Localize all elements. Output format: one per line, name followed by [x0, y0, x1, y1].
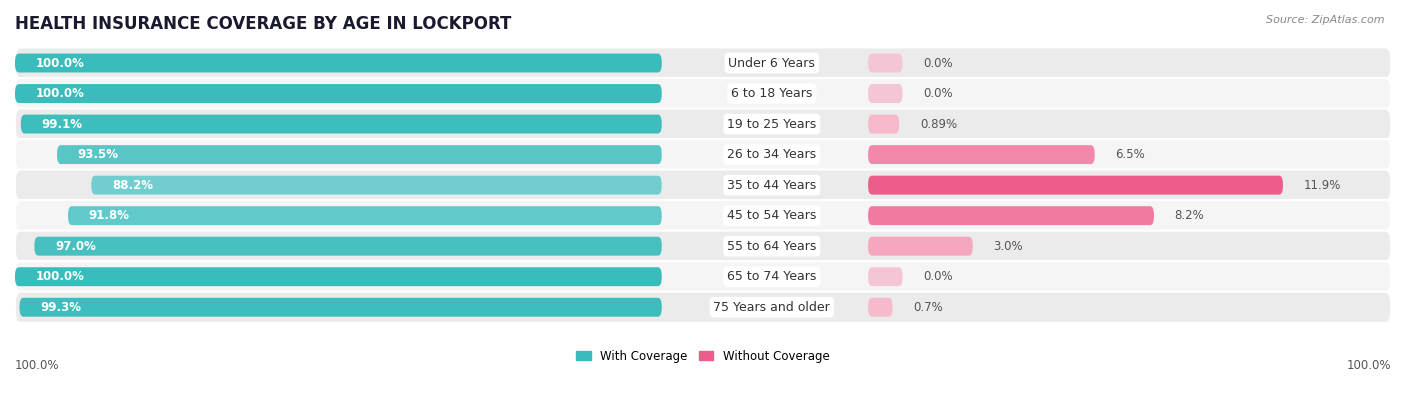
Text: 0.0%: 0.0% — [924, 270, 953, 283]
Text: 35 to 44 Years: 35 to 44 Years — [727, 178, 817, 192]
FancyBboxPatch shape — [15, 54, 662, 73]
Text: 93.5%: 93.5% — [77, 148, 118, 161]
Text: Source: ZipAtlas.com: Source: ZipAtlas.com — [1267, 15, 1385, 24]
Text: 0.0%: 0.0% — [924, 87, 953, 100]
Text: 0.89%: 0.89% — [920, 117, 957, 131]
FancyBboxPatch shape — [34, 237, 662, 256]
Text: 97.0%: 97.0% — [55, 240, 96, 253]
FancyBboxPatch shape — [15, 292, 1391, 323]
FancyBboxPatch shape — [15, 267, 662, 286]
Text: 8.2%: 8.2% — [1174, 209, 1205, 222]
Text: 19 to 25 Years: 19 to 25 Years — [727, 117, 817, 131]
FancyBboxPatch shape — [868, 176, 1282, 195]
FancyBboxPatch shape — [868, 237, 973, 256]
Text: 11.9%: 11.9% — [1303, 178, 1341, 192]
Text: 99.3%: 99.3% — [41, 301, 82, 314]
FancyBboxPatch shape — [91, 176, 662, 195]
Text: 100.0%: 100.0% — [15, 359, 59, 372]
FancyBboxPatch shape — [15, 84, 662, 103]
FancyBboxPatch shape — [15, 231, 1391, 262]
FancyBboxPatch shape — [868, 298, 893, 317]
Text: Under 6 Years: Under 6 Years — [728, 56, 815, 69]
FancyBboxPatch shape — [15, 108, 1391, 139]
Text: 45 to 54 Years: 45 to 54 Years — [727, 209, 817, 222]
Text: 99.1%: 99.1% — [41, 117, 83, 131]
FancyBboxPatch shape — [15, 200, 1391, 231]
Text: 100.0%: 100.0% — [35, 270, 84, 283]
FancyBboxPatch shape — [15, 261, 1391, 292]
Text: 100.0%: 100.0% — [35, 87, 84, 100]
FancyBboxPatch shape — [15, 139, 1391, 170]
Text: 0.7%: 0.7% — [912, 301, 943, 314]
FancyBboxPatch shape — [21, 115, 662, 134]
Text: 91.8%: 91.8% — [89, 209, 129, 222]
FancyBboxPatch shape — [868, 84, 903, 103]
FancyBboxPatch shape — [20, 298, 662, 317]
Text: 26 to 34 Years: 26 to 34 Years — [727, 148, 817, 161]
FancyBboxPatch shape — [67, 206, 662, 225]
Text: 75 Years and older: 75 Years and older — [713, 301, 830, 314]
FancyBboxPatch shape — [15, 170, 1391, 201]
Text: 6.5%: 6.5% — [1115, 148, 1144, 161]
FancyBboxPatch shape — [58, 145, 662, 164]
Legend: With Coverage, Without Coverage: With Coverage, Without Coverage — [572, 345, 834, 368]
FancyBboxPatch shape — [868, 267, 903, 286]
Text: 0.0%: 0.0% — [924, 56, 953, 69]
Text: 100.0%: 100.0% — [1347, 359, 1391, 372]
Text: HEALTH INSURANCE COVERAGE BY AGE IN LOCKPORT: HEALTH INSURANCE COVERAGE BY AGE IN LOCK… — [15, 15, 512, 33]
FancyBboxPatch shape — [15, 78, 1391, 109]
Text: 6 to 18 Years: 6 to 18 Years — [731, 87, 813, 100]
FancyBboxPatch shape — [868, 206, 1154, 225]
Text: 88.2%: 88.2% — [112, 178, 153, 192]
Text: 65 to 74 Years: 65 to 74 Years — [727, 270, 817, 283]
Text: 100.0%: 100.0% — [35, 56, 84, 69]
FancyBboxPatch shape — [868, 115, 900, 134]
FancyBboxPatch shape — [15, 47, 1391, 78]
Text: 3.0%: 3.0% — [993, 240, 1024, 253]
Text: 55 to 64 Years: 55 to 64 Years — [727, 240, 817, 253]
FancyBboxPatch shape — [868, 145, 1095, 164]
FancyBboxPatch shape — [868, 54, 903, 73]
